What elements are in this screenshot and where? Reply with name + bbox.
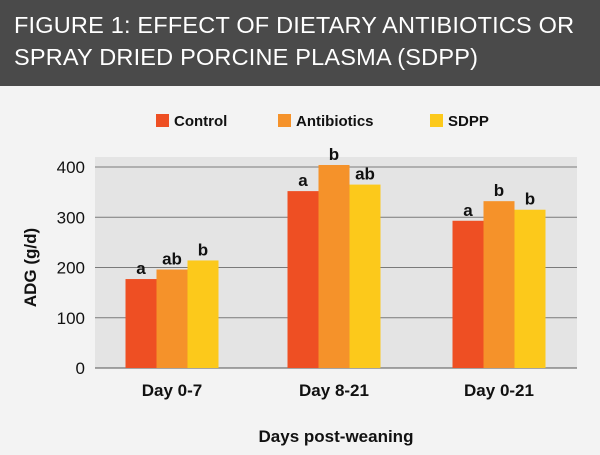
x-category-1: Day 0-7 — [142, 381, 202, 400]
legend-swatch-antibiotics — [278, 114, 291, 127]
bar-antibiotics-1 — [156, 269, 188, 368]
significance-label-sdpp-2: ab — [355, 165, 375, 184]
significance-label-antibiotics-2: b — [329, 145, 339, 164]
x-category-labels: Day 0-7 Day 8-21 Day 0-21 — [142, 381, 534, 400]
y-tick-400: 400 — [57, 158, 85, 177]
significance-label-antibiotics-3: b — [494, 181, 504, 200]
significance-label-control-2: a — [298, 171, 308, 190]
legend-label-sdpp: SDPP — [448, 113, 489, 130]
bar-control-1 — [125, 279, 157, 368]
x-axis-title: Days post-weaning — [259, 427, 414, 446]
y-tick-labels: 0 100 200 300 400 — [57, 158, 85, 378]
significance-label-antibiotics-1: ab — [162, 250, 182, 269]
legend-swatch-control — [156, 114, 169, 127]
bar-antibiotics-3 — [483, 201, 515, 368]
y-tick-0: 0 — [76, 359, 85, 378]
legend-swatch-sdpp — [430, 114, 443, 127]
y-tick-100: 100 — [57, 309, 85, 328]
bar-sdpp-2 — [349, 184, 381, 368]
significance-label-sdpp-1: b — [198, 240, 208, 259]
bar-control-2 — [287, 191, 319, 368]
chart-area: Control Antibiotics SDPP a ab b a b ab a b b 0 100 2… — [0, 86, 600, 455]
bar-sdpp-1 — [187, 260, 219, 368]
legend-label-control: Control — [174, 113, 227, 130]
bar-antibiotics-2 — [318, 164, 350, 368]
significance-label-control-3: a — [463, 201, 473, 220]
figure-title: FIGURE 1: EFFECT OF DIETARY ANTIBIOTICS … — [14, 12, 575, 70]
y-axis-title: ADG (g/d) — [21, 228, 40, 307]
significance-label-sdpp-3: b — [525, 190, 535, 209]
x-category-2: Day 8-21 — [299, 381, 369, 400]
y-tick-300: 300 — [57, 208, 85, 227]
legend-label-antibiotics: Antibiotics — [296, 113, 374, 130]
significance-label-control-1: a — [136, 259, 146, 278]
y-tick-200: 200 — [57, 259, 85, 278]
bar-control-3 — [452, 220, 484, 368]
legend: Control Antibiotics SDPP — [156, 113, 489, 130]
x-category-3: Day 0-21 — [464, 381, 534, 400]
bar-sdpp-3 — [514, 209, 546, 368]
figure-header: FIGURE 1: EFFECT OF DIETARY ANTIBIOTICS … — [0, 0, 600, 86]
